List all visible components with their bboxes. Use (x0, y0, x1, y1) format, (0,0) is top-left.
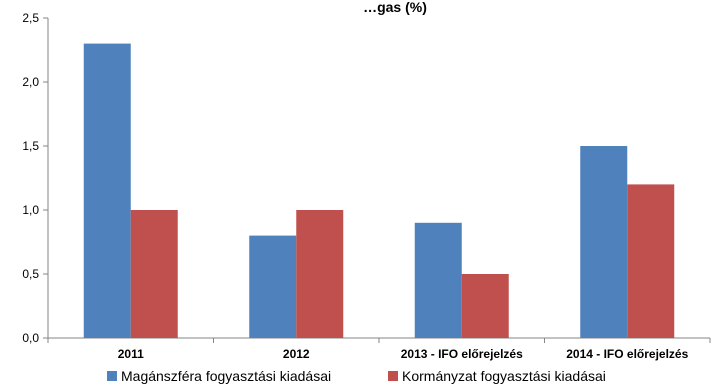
bar-government-consumption (130, 210, 178, 338)
legend-label: Kormányzat fogyasztási kiadásai (402, 368, 606, 384)
x-tick-label: 2011 (118, 347, 144, 361)
legend-swatch (107, 371, 117, 381)
chart-title: …gas (%) (363, 0, 427, 15)
x-tick-label: 2014 - IFO előrejelzés (566, 347, 688, 361)
y-tick-label: 1,5 (22, 139, 39, 153)
bar-government-consumption (296, 210, 344, 338)
bar-private-consumption (249, 235, 297, 338)
legend: Magánszféra fogyasztási kiadásai Kormányz… (107, 368, 606, 384)
x-tick-label: 2012 (283, 347, 310, 361)
y-tick-labels: 0,0 0,5 1,0 1,5 2,0 2,5 (22, 11, 39, 345)
y-tick-label: 2,5 (22, 11, 39, 25)
y-tick-label: 2,0 (22, 75, 39, 89)
bars (83, 43, 675, 338)
y-tick-label: 1,0 (22, 203, 39, 217)
x-tick-labels: 2011 2012 2013 - IFO előrejelzés 2014 - IFO… (118, 347, 689, 361)
bar-private-consumption (580, 146, 628, 338)
y-tick-label: 0,0 (22, 331, 39, 345)
bar-private-consumption (83, 43, 131, 338)
legend-swatch (388, 371, 398, 381)
legend-label: Magánszféra fogyasztási kiadásai (121, 368, 331, 384)
y-tick-label: 0,5 (22, 267, 39, 281)
bar-private-consumption (414, 222, 462, 338)
bar-government-consumption (461, 274, 509, 338)
x-tick-label: 2013 - IFO előrejelzés (401, 347, 523, 361)
bar-government-consumption (627, 184, 675, 338)
